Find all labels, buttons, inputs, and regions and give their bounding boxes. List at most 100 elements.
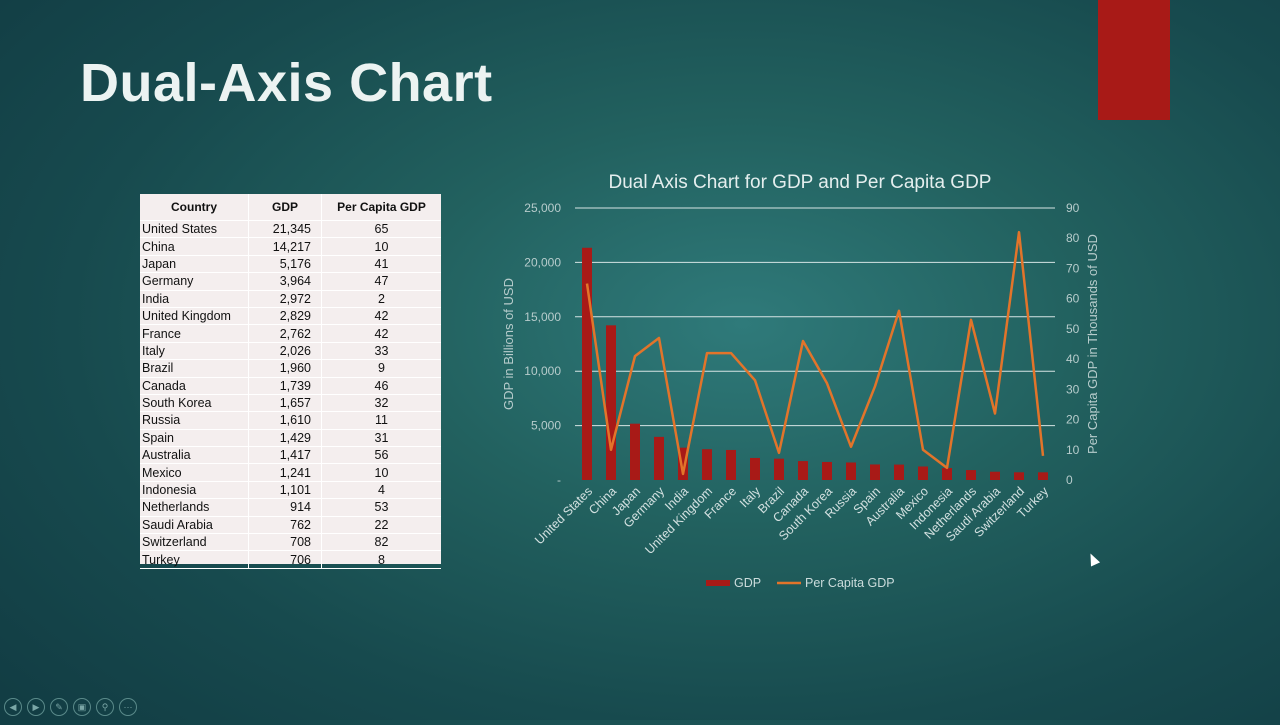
y-tick-label: 25,000 (524, 201, 561, 215)
cell-gdp: 3,964 (248, 272, 322, 291)
y2-tick-label: 90 (1066, 201, 1080, 215)
cell-gdp: 5,176 (248, 255, 322, 274)
gdp-bar (678, 447, 688, 480)
cell-per-capita: 10 (321, 237, 441, 256)
cell-country: Turkey (140, 550, 249, 569)
gdp-bar (606, 325, 616, 480)
cell-gdp: 1,657 (248, 394, 322, 413)
cell-gdp: 21,345 (248, 220, 322, 239)
table-row: South Korea 1,657 32 (140, 394, 441, 413)
cell-gdp: 1,429 (248, 429, 322, 448)
table-row: India 2,972 2 (140, 290, 441, 308)
table-row: Switzerland 708 82 (140, 533, 441, 552)
gdp-bar (918, 466, 928, 480)
data-table-container: Country GDP Per Capita GDP United States… (140, 194, 441, 569)
cell-gdp: 1,610 (248, 411, 322, 430)
gdp-bar (1014, 472, 1024, 480)
y2-axis-label: Per Capita GDP in Thousands of USD (1085, 234, 1100, 454)
y2-tick-label: 70 (1066, 261, 1080, 275)
legend-swatch-gdp (706, 580, 730, 586)
table-row: Netherlands 914 53 (140, 498, 441, 517)
legend-label-per-capita: Per Capita GDP (805, 576, 895, 590)
table-row: Germany 3,964 47 (140, 272, 441, 291)
cell-per-capita: 8 (321, 550, 441, 569)
next-icon[interactable]: ▶ (27, 698, 45, 716)
cell-country: United States (140, 220, 249, 239)
cell-gdp: 2,829 (248, 307, 322, 326)
cell-per-capita: 53 (321, 498, 441, 517)
table-row: United Kingdom 2,829 42 (140, 307, 441, 326)
cell-gdp: 2,026 (248, 342, 322, 361)
table-row: China 14,217 10 (140, 237, 441, 256)
y2-tick-label: 80 (1066, 231, 1080, 245)
cell-country: Indonesia (140, 481, 249, 500)
cell-per-capita: 2 (321, 290, 441, 308)
cell-country: Brazil (140, 359, 249, 378)
cell-country: Germany (140, 272, 249, 291)
cell-per-capita: 65 (321, 220, 441, 239)
cell-country: Mexico (140, 463, 249, 482)
cell-gdp: 14,217 (248, 237, 322, 256)
y-tick-label: 15,000 (524, 310, 561, 324)
y-tick-label: 5,000 (531, 419, 561, 433)
more-icon[interactable]: ··· (119, 698, 137, 716)
y-tick-label: 20,000 (524, 255, 561, 269)
y-axis-label: GDP in Billions of USD (501, 278, 516, 410)
cell-country: India (140, 290, 249, 308)
x-tick-label: United States (532, 484, 595, 547)
cell-per-capita: 11 (321, 411, 441, 430)
cell-gdp: 1,417 (248, 446, 322, 465)
gdp-bar (990, 471, 1000, 480)
table-row: Indonesia 1,101 4 (140, 481, 441, 500)
accent-bar (1098, 0, 1170, 120)
table-row: France 2,762 42 (140, 324, 441, 343)
table-row: Italy 2,026 33 (140, 342, 441, 361)
pen-icon[interactable]: ✎ (50, 698, 68, 716)
cell-per-capita: 31 (321, 429, 441, 448)
cell-country: Spain (140, 429, 249, 448)
cell-gdp: 1,960 (248, 359, 322, 378)
gdp-bar (750, 457, 760, 480)
cell-gdp: 1,241 (248, 463, 322, 482)
previous-icon[interactable]: ◀ (4, 698, 22, 716)
cell-gdp: 708 (248, 533, 322, 552)
cell-country: United Kingdom (140, 307, 249, 326)
y2-tick-label: 50 (1066, 322, 1080, 336)
table-row: Australia 1,417 56 (140, 446, 441, 465)
header-per-capita: Per Capita GDP (321, 194, 441, 221)
y2-tick-label: 20 (1066, 413, 1080, 427)
cell-per-capita: 42 (321, 307, 441, 326)
cell-gdp: 2,762 (248, 324, 322, 343)
gdp-bar (822, 461, 832, 480)
table-row: Brazil 1,960 9 (140, 359, 441, 378)
cell-country: Italy (140, 342, 249, 361)
cell-per-capita: 32 (321, 394, 441, 413)
y2-tick-label: 0 (1066, 473, 1073, 487)
gdp-bar (846, 462, 856, 480)
gdp-bar (630, 423, 640, 480)
gdp-bar (798, 461, 808, 480)
gdp-bar (726, 449, 736, 480)
cell-country: France (140, 324, 249, 343)
cell-gdp: 1,739 (248, 377, 322, 395)
cell-country: Japan (140, 255, 249, 274)
cell-country: Australia (140, 446, 249, 465)
cell-per-capita: 41 (321, 255, 441, 274)
gdp-bar (966, 470, 976, 480)
slides-icon[interactable]: ▣ (73, 698, 91, 716)
gdp-bar (702, 449, 712, 480)
legend-label-gdp: GDP (734, 576, 761, 590)
gdp-bar (942, 468, 952, 480)
cell-per-capita: 82 (321, 533, 441, 552)
gdp-bar (582, 247, 592, 480)
per-capita-line (585, 230, 1045, 476)
gdp-bar (870, 464, 880, 480)
cell-per-capita: 22 (321, 516, 441, 535)
cell-per-capita: 47 (321, 272, 441, 291)
slide-title: Dual-Axis Chart (80, 53, 493, 113)
zoom-icon[interactable]: ⚲ (96, 698, 114, 716)
table-row: Japan 5,176 41 (140, 255, 441, 274)
cell-country: Switzerland (140, 533, 249, 552)
